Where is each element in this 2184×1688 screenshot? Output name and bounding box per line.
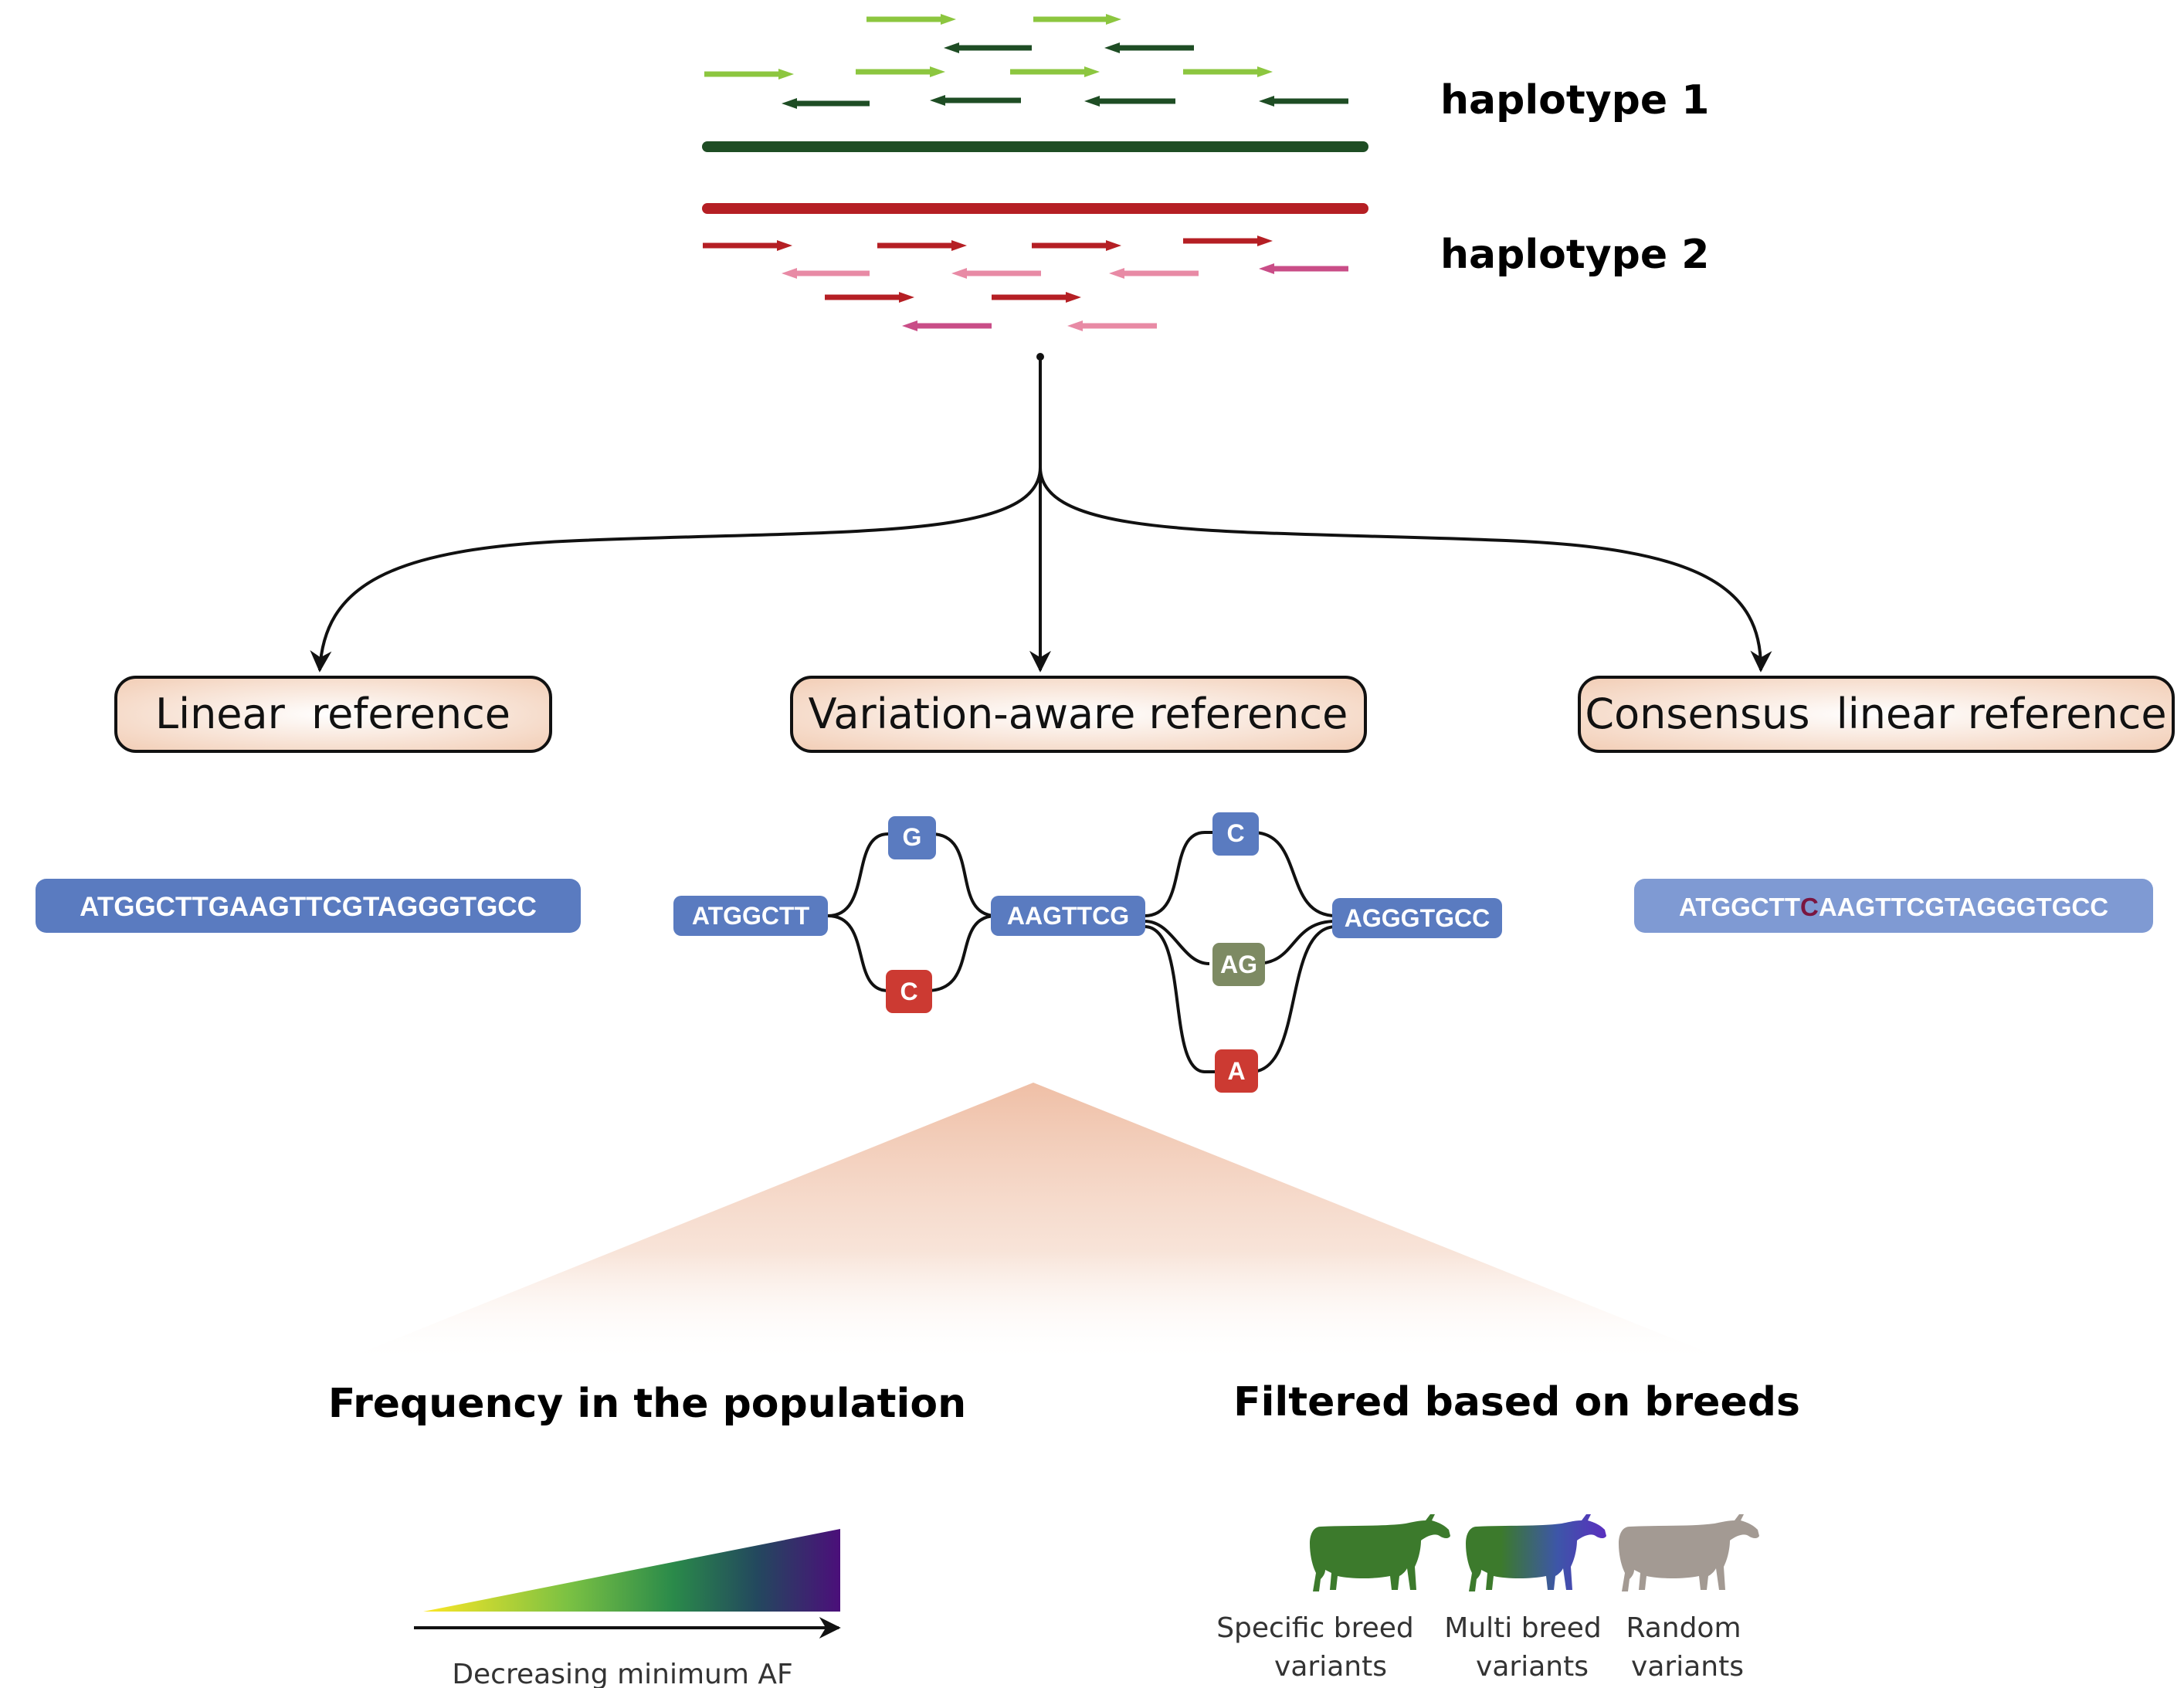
sequencing-read xyxy=(930,95,1021,106)
graph-node-4a: C xyxy=(1212,812,1259,856)
consensus-suffix: AAGTTCGTAGGGTGCC xyxy=(1819,893,2108,921)
multi-breed-cow-icon xyxy=(1466,1514,1606,1591)
specific-breed-label-line2: variants xyxy=(1274,1651,1387,1683)
graph-node-4b: AG xyxy=(1212,943,1265,986)
linear-sequence: ATGGCTTGAAGTTCGTAGGGTGCC xyxy=(36,879,581,933)
allele-frequency-gradient: Decreasing minimum AF xyxy=(414,1529,841,1688)
sequencing-read xyxy=(992,292,1081,303)
branch-origin-dot xyxy=(1036,353,1044,361)
svg-text:C: C xyxy=(1226,819,1244,847)
consensus-reference-label: Consensus linear reference xyxy=(1585,690,2166,738)
sequencing-read xyxy=(951,268,1041,279)
sequencing-read xyxy=(1032,240,1121,251)
frequency-section-title: Frequency in the population xyxy=(328,1381,966,1427)
haplotype-1-label: haplotype 1 xyxy=(1440,77,1709,124)
sequencing-read xyxy=(1010,66,1100,77)
graph-node-3: AAGTTCG xyxy=(991,896,1145,936)
sequencing-read xyxy=(902,320,992,331)
graph-edges xyxy=(827,831,1337,1073)
random-label-line1: Random xyxy=(1626,1612,1741,1644)
random-variants-cow-icon xyxy=(1619,1514,1759,1591)
multi-breed-label-line1: Multi breed xyxy=(1444,1612,1601,1644)
sequencing-read xyxy=(1067,320,1157,331)
sequencing-read xyxy=(1183,66,1273,77)
graph-node-1: ATGGCTT xyxy=(673,896,828,936)
haplotype-1-reads xyxy=(704,14,1348,109)
graph-node-2a: G xyxy=(888,816,936,859)
gradient-wedge xyxy=(423,1529,840,1612)
svg-text:AAGTTCG: AAGTTCG xyxy=(1007,902,1129,930)
sequencing-read xyxy=(877,240,967,251)
gradient-axis-label: Decreasing minimum AF xyxy=(452,1659,792,1688)
variation-aware-reference-label: Variation-aware reference xyxy=(809,690,1348,738)
branch-arrows xyxy=(310,353,1772,673)
graph-node-2b: C xyxy=(886,970,932,1013)
linear-reference-box: Linear reference xyxy=(114,676,552,753)
svg-text:AGGGTGCC: AGGGTGCC xyxy=(1345,904,1490,932)
arrow-to-linear xyxy=(310,359,1042,673)
sequencing-read xyxy=(944,42,1032,53)
consensus-prefix: ATGGCTT xyxy=(1679,893,1800,921)
sequencing-read xyxy=(703,240,792,251)
consensus-sequence: ATGGCTTCAAGTTCGTAGGGTGCC xyxy=(1634,879,2153,933)
svg-text:G: G xyxy=(903,823,922,851)
filtered-section-title: Filtered based on breeds xyxy=(1233,1379,1800,1425)
multi-breed-label-line2: variants xyxy=(1476,1651,1589,1683)
sequencing-read xyxy=(1084,96,1175,107)
graph-node-4c: A xyxy=(1215,1049,1258,1093)
variation-aware-reference-box: Variation-aware reference xyxy=(790,676,1367,753)
sequencing-read xyxy=(782,98,870,109)
sequencing-read xyxy=(1033,14,1121,25)
svg-text:AG: AG xyxy=(1220,951,1257,978)
sequencing-read xyxy=(866,14,956,25)
sequencing-read xyxy=(1259,96,1348,107)
consensus-variant-base: C xyxy=(1800,893,1819,921)
linear-sequence-text: ATGGCTTGAAGTTCGTAGGGTGCC xyxy=(80,892,537,922)
arrow-to-consensus xyxy=(1039,466,1772,673)
variation-graph: ATGGCTT G C AAGTTCG C AG A AGGGTGCC xyxy=(673,812,1502,1093)
sequencing-read xyxy=(1104,42,1194,53)
consensus-reference-box: Consensus linear reference xyxy=(1578,676,2175,753)
svg-text:A: A xyxy=(1227,1057,1245,1085)
sequencing-read xyxy=(1183,236,1273,246)
sequencing-read xyxy=(1109,268,1199,279)
random-label-line2: variants xyxy=(1631,1651,1744,1683)
fan-triangle xyxy=(332,1083,1738,1364)
sequencing-read xyxy=(1259,263,1348,274)
sequencing-read xyxy=(825,292,914,303)
sequencing-read xyxy=(856,66,945,77)
sequencing-read xyxy=(782,268,870,279)
consensus-sequence-text: ATGGCTTCAAGTTCGTAGGGTGCC xyxy=(1679,893,2108,921)
specific-breed-label-line1: Specific breed xyxy=(1216,1612,1414,1644)
specific-breed-cow-icon xyxy=(1310,1514,1450,1591)
haplotype-2-label: haplotype 2 xyxy=(1440,232,1709,278)
svg-text:C: C xyxy=(900,978,917,1005)
graph-node-5: AGGGTGCC xyxy=(1332,898,1502,938)
sequencing-read xyxy=(704,69,794,80)
haplotype-2-reads xyxy=(703,236,1348,331)
linear-reference-label: Linear reference xyxy=(155,690,510,738)
svg-text:ATGGCTT: ATGGCTT xyxy=(692,902,810,930)
